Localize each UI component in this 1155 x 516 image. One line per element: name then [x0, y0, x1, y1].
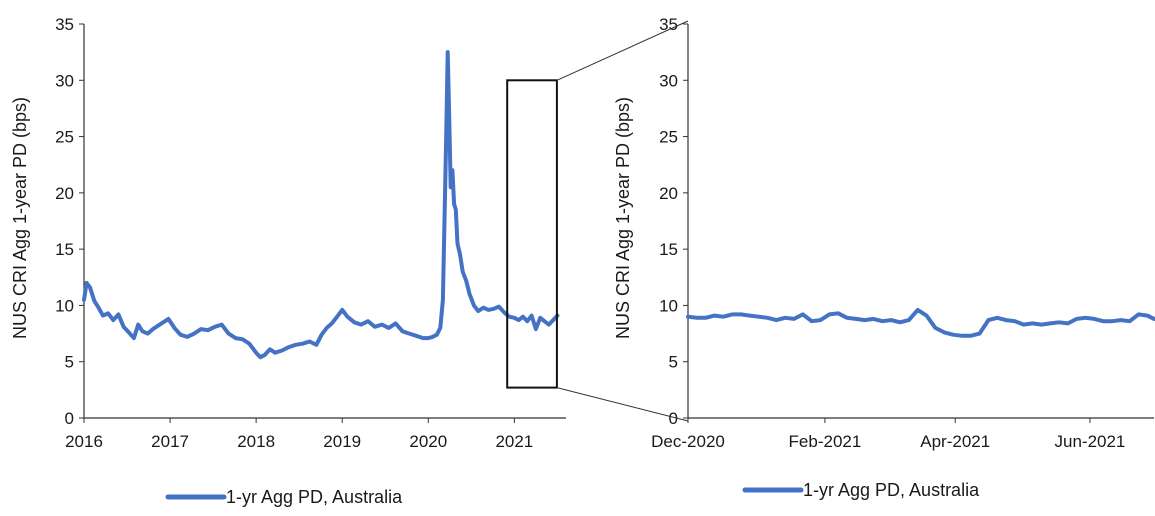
legend-label: 1-yr Agg PD, Australia — [803, 480, 980, 500]
x-tick-label: 2017 — [151, 432, 189, 451]
y-tick-label: 15 — [659, 240, 678, 259]
y-tick-label: 15 — [55, 240, 74, 259]
series-line — [82, 50, 560, 360]
chart-right: 0 5 10 15 20 25 30 35 Dec-2020 Feb-2021 Apr-2021 Ju… — [613, 15, 1155, 500]
zoom-indicator — [506, 20, 689, 422]
y-tick-label: 10 — [659, 296, 678, 315]
y-tick-label: 35 — [55, 15, 74, 34]
x-tick-label: 2021 — [495, 432, 533, 451]
x-tick-label: Jun-2021 — [1055, 432, 1126, 451]
y-axis-label: NUS CRI Agg 1-year PD (bps) — [613, 97, 633, 339]
y-tick-label: 30 — [55, 71, 74, 90]
y-tick-label: 20 — [55, 184, 74, 203]
x-tick-label: Feb-2021 — [789, 432, 862, 451]
y-tick-label: 5 — [65, 353, 74, 372]
x-tick-label: 2016 — [65, 432, 103, 451]
y-tick-label: 5 — [669, 353, 678, 372]
zoom-connector-top — [556, 20, 689, 81]
y-tick-label: 0 — [65, 409, 74, 428]
zoom-connector-bottom — [556, 387, 689, 422]
x-tick-label: Dec-2020 — [651, 432, 725, 451]
chart-left: 0 5 10 15 20 25 30 35 2016 2017 2018 2019 2020 2021 NU… — [10, 15, 566, 507]
y-tick-label: 0 — [669, 409, 678, 428]
y-tick-label: 25 — [55, 128, 74, 147]
y-axis-label: NUS CRI Agg 1-year PD (bps) — [10, 97, 30, 339]
y-tick-label: 10 — [55, 296, 74, 315]
y-tick-label: 25 — [659, 128, 678, 147]
y-tick-label: 20 — [659, 184, 678, 203]
series-line — [686, 307, 1155, 338]
zoom-box — [506, 79, 558, 389]
x-tick-label: 2018 — [237, 432, 275, 451]
y-tick-label: 30 — [659, 71, 678, 90]
x-tick-label: Apr-2021 — [920, 432, 990, 451]
legend-label: 1-yr Agg PD, Australia — [226, 487, 403, 507]
x-tick-label: 2020 — [409, 432, 447, 451]
x-tick-label: 2019 — [323, 432, 361, 451]
y-tick-label: 35 — [659, 15, 678, 34]
